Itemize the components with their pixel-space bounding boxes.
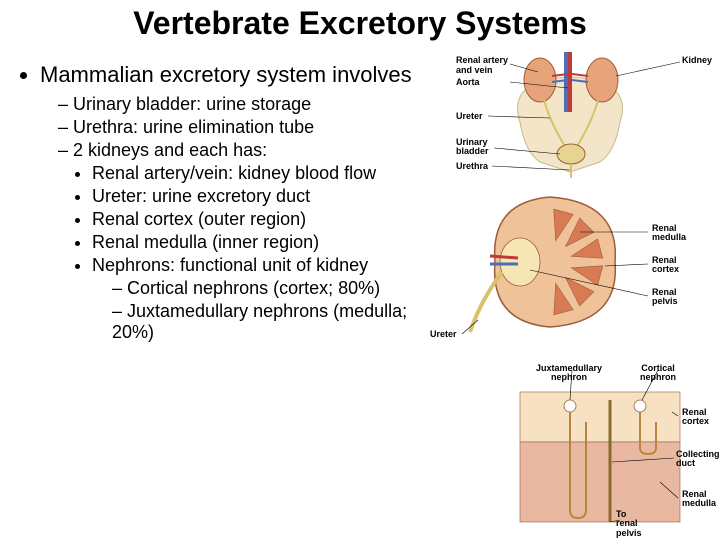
bullet-l2-b: Urethra: urine elimination tube: [73, 117, 314, 137]
label-renal-pelvis: Renal pelvis: [652, 288, 678, 307]
bullet-l3-b: Ureter: urine excretory duct: [92, 186, 310, 206]
label-renal-cortex: Renal cortex: [652, 256, 679, 275]
label-ureter-kidney: Ureter: [430, 330, 457, 339]
label-renal-cortex-lower: Renal cortex: [682, 408, 709, 427]
bullet-l4-a: Cortical nephrons (cortex; 80%): [127, 278, 380, 298]
label-to-renal-pelvis: To renal pelvis: [616, 510, 642, 538]
anatomy-diagram: Renal artery and vein Aorta Kidney Urete…: [420, 52, 720, 538]
bullet-l3-d: Renal medulla (inner region): [92, 232, 319, 252]
bullet-l3-c: Renal cortex (outer region): [92, 209, 306, 229]
bullet-l1: Mammalian excretory system involves: [40, 62, 412, 87]
body-text: Mammalian excretory system involves Urin…: [18, 62, 418, 351]
label-urinary-bladder: Urinary bladder: [456, 138, 489, 157]
bullet-l3-a: Renal artery/vein: kidney blood flow: [92, 163, 376, 183]
label-renal-medulla-lower: Renal medulla: [682, 490, 716, 509]
label-collecting-duct: Collecting duct: [676, 450, 720, 469]
label-juxtamedullary-nephron: Juxtamedullary nephron: [536, 364, 602, 383]
label-renal-artery-vein-2: and vein: [456, 66, 493, 75]
bullet-l4-b: Juxtamedullary nephrons (medulla; 20%): [112, 301, 407, 342]
bullet-l3-e: Nephrons: functional unit of kidney: [92, 255, 368, 275]
label-cortical-nephron: Cortical nephron: [640, 364, 676, 383]
label-urethra: Urethra: [456, 162, 488, 171]
label-renal-medulla: Renal medulla: [652, 224, 686, 243]
label-ureter-upper: Ureter: [456, 112, 483, 121]
label-kidney: Kidney: [682, 56, 712, 65]
label-aorta: Aorta: [456, 78, 480, 87]
bullet-l2-c: 2 kidneys and each has:: [73, 140, 267, 160]
bullet-l2-a: Urinary bladder: urine storage: [73, 94, 311, 114]
slide-title: Vertebrate Excretory Systems: [0, 0, 720, 41]
